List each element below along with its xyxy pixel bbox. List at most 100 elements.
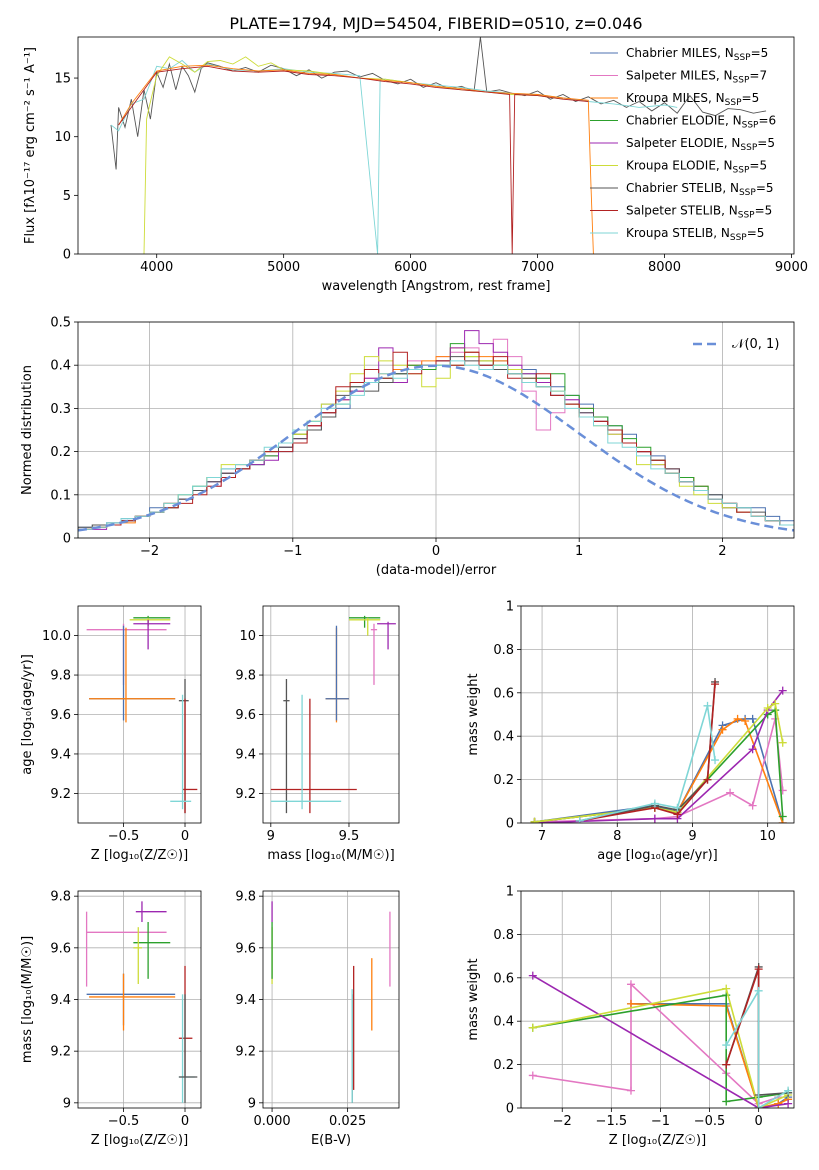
- y-tick-label: 0: [63, 532, 71, 547]
- panel-massweight_vs_age: 7 8 9 10 0 0.2 0.4 0.6 0.8 1 age [log₁₀(age/yr)] ma…: [466, 600, 795, 863]
- gaussian-curve: [78, 364, 794, 532]
- plus-marker: [722, 1041, 731, 1050]
- x-tick-label: −0.5: [108, 1114, 140, 1129]
- y-tick-label: 9.6: [235, 941, 256, 956]
- plot-area: [271, 901, 391, 1103]
- legend-label: 𝒩(0, 1): [732, 337, 779, 352]
- plus-marker: [626, 1086, 635, 1095]
- plus-marker: [528, 1023, 537, 1032]
- y-tick-label: 9.8: [235, 669, 256, 684]
- plus-marker: [575, 816, 584, 823]
- y-tick-label: 9.4: [50, 747, 71, 762]
- plus-marker: [748, 801, 757, 810]
- massweight-line: [532, 982, 779, 1105]
- plot-area: [110, 37, 767, 254]
- plus-marker: [718, 725, 727, 734]
- x-tick-label: 4000: [140, 260, 173, 275]
- y-tick-label: 0.8: [493, 643, 514, 658]
- plus-marker: [650, 799, 659, 808]
- y-axis-label: mass weight: [466, 673, 481, 755]
- legend-label: Chabrier STELIB, NSSP=5: [626, 181, 774, 198]
- plus-marker: [530, 817, 539, 823]
- x-tick-label: −2: [140, 544, 159, 559]
- x-tick-label: 2: [718, 544, 726, 559]
- plus-marker: [711, 756, 720, 765]
- plus-marker: [726, 788, 735, 797]
- y-tick-label: 0.2: [50, 445, 71, 460]
- x-tick-label: 0: [181, 829, 189, 844]
- y-tick-label: 9.8: [50, 890, 71, 905]
- y-tick-label: 9.2: [50, 787, 71, 802]
- y-tick-label: 10: [54, 130, 71, 145]
- y-tick-label: 10: [239, 629, 256, 644]
- x-tick-label: 0.025: [329, 1114, 366, 1129]
- axes-frame: [77, 890, 202, 1109]
- x-tick-label: 1: [575, 544, 583, 559]
- y-tick-label: 1: [506, 885, 514, 900]
- axes-frame: [77, 36, 795, 255]
- y-tick-label: 0.4: [50, 359, 71, 374]
- x-tick-label: 9.5: [339, 829, 360, 844]
- plus-marker: [650, 814, 659, 823]
- panel-age_vs_mass: 9 9.5 9.2 9.4 9.6 9.8 10 mass [log₁₀(M/M☉)]: [235, 605, 400, 863]
- axes-frame: [77, 321, 795, 539]
- y-axis-label: age [log₁₀(age/yr)]: [20, 654, 35, 775]
- plot-area: [86, 615, 198, 814]
- plus-marker: [722, 1060, 731, 1069]
- y-tick-label: 9.8: [235, 890, 256, 905]
- plus-marker: [748, 714, 757, 723]
- plus-marker: [626, 980, 635, 989]
- x-tick-label: 7000: [521, 260, 554, 275]
- plot-area: [530, 677, 787, 823]
- plus-marker: [771, 699, 780, 708]
- plus-marker: [673, 803, 682, 812]
- y-tick-label: 0.6: [493, 686, 514, 701]
- panel-massweight_vs_Z: −2 −1.5 −1 −0.5 0 0 0.2 0.4 0.6 0.8 1 Z [log₁₀(Z/Z☉…: [466, 885, 795, 1148]
- y-tick-label: 5: [63, 189, 71, 204]
- spectrum-line: [143, 56, 564, 254]
- y-tick-label: 15: [54, 72, 71, 87]
- plus-marker: [763, 703, 772, 712]
- plus-marker: [626, 999, 635, 1008]
- x-tick-label: 10: [759, 829, 776, 844]
- x-tick-label: −1: [651, 1114, 670, 1129]
- y-tick-label: 9.4: [235, 993, 256, 1008]
- legend-label: Chabrier ELODIE, NSSP=6: [626, 114, 776, 131]
- massweight-line: [579, 684, 716, 822]
- x-axis-label: (data-model)/error: [376, 563, 497, 578]
- y-tick-label: 0.8: [493, 928, 514, 943]
- y-tick-label: 10.0: [42, 629, 71, 644]
- y-axis-label: Flux [fλ10⁻¹⁷ erg cm⁻² s⁻¹ A⁻¹]: [23, 47, 38, 244]
- panel-mass_vs_Z: −0.5 0 9 9.2 9.4 9.6 9.8 Z [log₁₀(Z/Z☉)] mass [l…: [20, 890, 202, 1148]
- plus-marker: [748, 745, 757, 754]
- plot-area: [85, 901, 198, 1103]
- panel-spectrum: 4000 5000 6000 7000 8000 9000 0 5 10 15 wavelength…: [23, 36, 808, 294]
- plot-area: [528, 962, 793, 1108]
- y-tick-label: 9: [248, 1096, 256, 1111]
- plus-marker: [778, 786, 787, 795]
- x-tick-label: 5000: [267, 260, 300, 275]
- y-tick-label: 0: [506, 817, 514, 832]
- axes-frame: [77, 605, 202, 824]
- y-tick-label: 9.4: [50, 993, 71, 1008]
- plus-marker: [778, 812, 787, 821]
- y-tick-label: 0.2: [493, 1058, 514, 1073]
- massweight-line: [725, 987, 789, 1108]
- x-tick-label: 0: [432, 544, 440, 559]
- x-tick-label: −0.5: [108, 829, 140, 844]
- y-tick-label: 9.6: [235, 708, 256, 723]
- plus-marker: [741, 717, 750, 726]
- y-tick-label: 9.4: [235, 747, 256, 762]
- massweight-line: [532, 974, 789, 1108]
- massweight-line: [630, 1003, 789, 1108]
- y-tick-label: 0.1: [50, 488, 71, 503]
- plus-marker: [784, 1086, 793, 1095]
- plus-marker: [778, 738, 787, 747]
- plot-area: [270, 615, 396, 814]
- plus-marker: [703, 775, 712, 784]
- y-tick-label: 9: [63, 1096, 71, 1111]
- plus-marker: [528, 971, 537, 980]
- x-tick-label: 9: [688, 829, 696, 844]
- y-axis-label: Normed distribution: [20, 365, 35, 495]
- plus-marker: [733, 714, 742, 723]
